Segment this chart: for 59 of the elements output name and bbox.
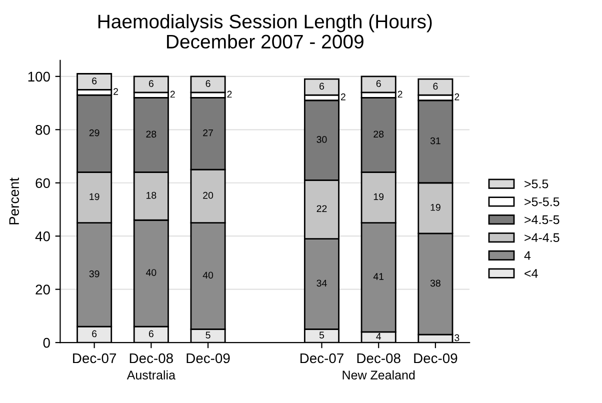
data-label: 28 — [146, 130, 156, 138]
data-label: 41 — [373, 273, 384, 280]
legend-label: >5-5.5 — [524, 197, 560, 206]
y-tick-label: 0 — [43, 338, 50, 348]
chart-title: Haemodialysis Session Length (Hours) — [98, 14, 432, 32]
data-label: 40 — [146, 269, 156, 276]
text: New Zealand — [342, 370, 415, 380]
data-label: 30 — [316, 136, 327, 143]
legend-label: >4-4.5 — [524, 233, 560, 242]
data-label: 22 — [316, 205, 327, 212]
data-label: 6 — [206, 80, 210, 88]
data-label: 38 — [430, 280, 440, 287]
data-label: 39 — [89, 270, 100, 278]
y-axis-title: Percent — [9, 178, 20, 224]
data-label: 18 — [146, 192, 156, 199]
text: Australia — [126, 370, 176, 380]
data-label: 40 — [202, 272, 214, 279]
legend-label: >5.5 — [524, 180, 548, 188]
data-label: 27 — [203, 129, 213, 136]
data-label: 19 — [430, 204, 440, 211]
y-tick-label: 60 — [36, 178, 50, 188]
data-label: 2 — [398, 90, 402, 98]
data-label: 6 — [433, 82, 438, 90]
data-label: 2 — [454, 93, 460, 100]
data-label: 6 — [92, 77, 97, 84]
x-tick-label: Dec-08 — [130, 353, 173, 364]
data-label: 19 — [374, 193, 384, 200]
data-label: 2 — [170, 90, 175, 98]
data-label: 5 — [206, 332, 210, 339]
data-label: 19 — [90, 193, 100, 200]
y-tick-label: 100 — [28, 72, 50, 82]
data-label: 29 — [89, 129, 100, 136]
data-label: 6 — [148, 330, 154, 338]
x-tick-label: Dec-07 — [300, 353, 344, 364]
y-tick-label: 40 — [35, 231, 50, 242]
data-label: 2 — [114, 88, 118, 95]
legend-label: 4 — [524, 251, 531, 260]
data-label: 2 — [227, 90, 232, 98]
x-tick-label: Dec-09 — [414, 353, 458, 364]
x-tick-label: Dec-09 — [186, 353, 230, 364]
data-label: 6 — [148, 80, 154, 88]
y-tick-label: 20 — [36, 284, 50, 294]
chart-subtitle: December 2007 - 2009 — [167, 34, 364, 49]
data-label: 4 — [376, 333, 382, 340]
data-label: 28 — [374, 130, 384, 138]
data-label: 6 — [320, 82, 324, 90]
data-label: 5 — [319, 332, 324, 339]
x-tick-label: Dec-08 — [357, 353, 400, 364]
x-tick-label: Dec-07 — [73, 353, 116, 364]
y-tick-label: 80 — [36, 124, 50, 135]
data-label: 31 — [430, 137, 440, 144]
data-label: 6 — [376, 80, 381, 88]
legend-label: >4.5-5 — [524, 215, 560, 224]
legend-label: <4 — [524, 269, 538, 278]
data-label: 2 — [340, 93, 346, 100]
data-label: 3 — [454, 334, 460, 342]
data-label: 34 — [316, 280, 327, 287]
data-label: 20 — [203, 192, 214, 199]
data-label: 6 — [92, 330, 97, 338]
